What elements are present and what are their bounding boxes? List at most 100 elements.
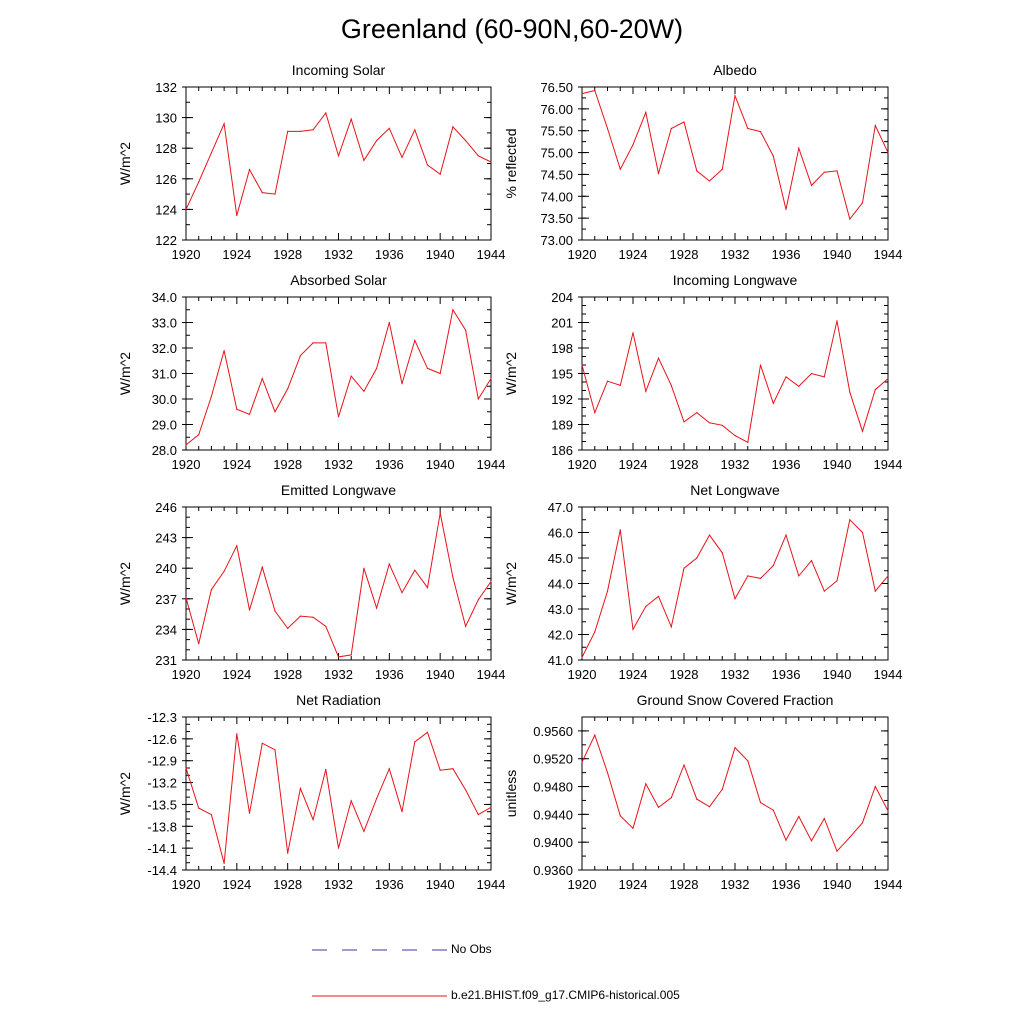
data-point — [236, 733, 238, 735]
x-tick-label: 1936 — [772, 877, 801, 892]
data-point — [874, 124, 876, 127]
x-tick-label: 1944 — [477, 457, 506, 472]
x-tick-label: 1932 — [721, 667, 750, 682]
data-point — [836, 850, 838, 852]
y-tick-label: 41.0 — [548, 653, 573, 668]
data-point — [619, 384, 621, 386]
data-point — [810, 840, 813, 842]
x-tick-label: 1924 — [222, 457, 251, 472]
x-tick-label: 1940 — [823, 247, 852, 262]
y-tick-label: 130 — [155, 111, 177, 126]
x-tick-label: 1932 — [324, 667, 353, 682]
y-tick-label: -12.9 — [147, 754, 177, 769]
y-tick-label: 240 — [155, 561, 177, 576]
data-point — [223, 570, 225, 572]
y-tick-label: 28.0 — [152, 443, 177, 458]
series-line-model — [185, 111, 492, 216]
data-point — [645, 783, 647, 785]
data-point — [721, 788, 723, 790]
data-point — [594, 734, 596, 736]
data-point — [261, 192, 263, 194]
x-tick-label: 1920 — [568, 247, 597, 262]
data-point — [874, 785, 876, 788]
x-tick-label: 1920 — [172, 667, 201, 682]
x-tick-label: 1936 — [772, 667, 801, 682]
data-point — [772, 155, 774, 157]
data-point — [337, 656, 340, 658]
plot-frame — [185, 506, 492, 661]
y-tick-label: 47.0 — [548, 500, 573, 515]
series-line-model — [581, 518, 889, 658]
data-point — [325, 112, 327, 114]
data-point — [619, 529, 621, 531]
series-line-model — [581, 89, 889, 221]
x-tick-label: 1920 — [568, 667, 597, 682]
y-tick-label: 32.0 — [152, 341, 177, 356]
x-tick-label: 1924 — [222, 877, 251, 892]
panel-title: Absorbed Solar — [290, 272, 387, 288]
y-tick-label: 44.0 — [548, 577, 573, 592]
x-tick-label: 1940 — [426, 457, 455, 472]
data-point — [376, 140, 378, 142]
data-point — [274, 411, 276, 413]
data-point — [810, 372, 813, 375]
y-tick-label: 30.0 — [152, 392, 177, 407]
x-tick-label: 1928 — [670, 877, 699, 892]
data-point — [490, 161, 492, 163]
y-tick-label: 189 — [551, 418, 573, 433]
data-point — [606, 127, 609, 130]
data-point — [849, 218, 851, 220]
y-tick-label: 73.00 — [540, 233, 573, 248]
panel-title: Incoming Solar — [292, 62, 386, 78]
panel-incoming-longwave: 1920 1924 1928 1932 1936 1940 1944 186 189 192 195… — [503, 272, 902, 472]
data-point — [683, 764, 685, 766]
y-tick-label: 0.9440 — [533, 807, 573, 822]
x-tick-label: 1924 — [222, 247, 251, 262]
x-tick-label: 1928 — [670, 247, 699, 262]
data-point — [670, 127, 672, 130]
data-point — [785, 376, 787, 378]
panel-emitted-longwave: 1920 1924 1928 1932 1936 1940 1944 231 234 237 240… — [117, 482, 505, 682]
data-point — [670, 626, 672, 628]
data-point — [185, 767, 187, 769]
panel-title: Ground Snow Covered Fraction — [637, 692, 834, 708]
x-tick-label: 1924 — [619, 667, 648, 682]
data-point — [401, 811, 403, 813]
data-point — [632, 144, 634, 146]
data-point — [439, 512, 441, 514]
data-point — [312, 342, 314, 344]
data-point — [849, 519, 851, 521]
data-point — [594, 631, 596, 633]
data-point — [210, 589, 212, 591]
y-tick-label: 198 — [551, 341, 573, 356]
data-point — [414, 339, 416, 341]
data-point — [490, 378, 492, 380]
data-point — [861, 430, 864, 432]
data-point — [810, 184, 813, 186]
data-point — [874, 590, 876, 592]
x-tick-label: 1936 — [375, 667, 404, 682]
y-tick-label: 0.9560 — [533, 724, 573, 739]
data-point — [401, 592, 403, 594]
data-point — [452, 309, 454, 311]
series-line-model — [185, 731, 492, 864]
data-point — [465, 140, 467, 142]
data-point — [223, 123, 225, 125]
x-tick-label: 1940 — [823, 667, 852, 682]
data-point — [312, 129, 314, 131]
data-point — [759, 577, 762, 580]
series-line-model — [185, 308, 492, 446]
data-point — [185, 597, 187, 599]
data-point — [785, 534, 787, 536]
data-point — [452, 126, 454, 128]
y-tick-label: 43.0 — [548, 602, 573, 617]
data-point — [465, 625, 467, 627]
data-point — [287, 627, 289, 630]
data-point — [388, 563, 390, 565]
data-point — [772, 402, 774, 404]
data-point — [274, 610, 276, 612]
data-point — [223, 862, 225, 865]
data-point — [388, 768, 390, 770]
x-tick-label: 1920 — [568, 457, 597, 472]
y-tick-label: 76.00 — [540, 102, 573, 117]
